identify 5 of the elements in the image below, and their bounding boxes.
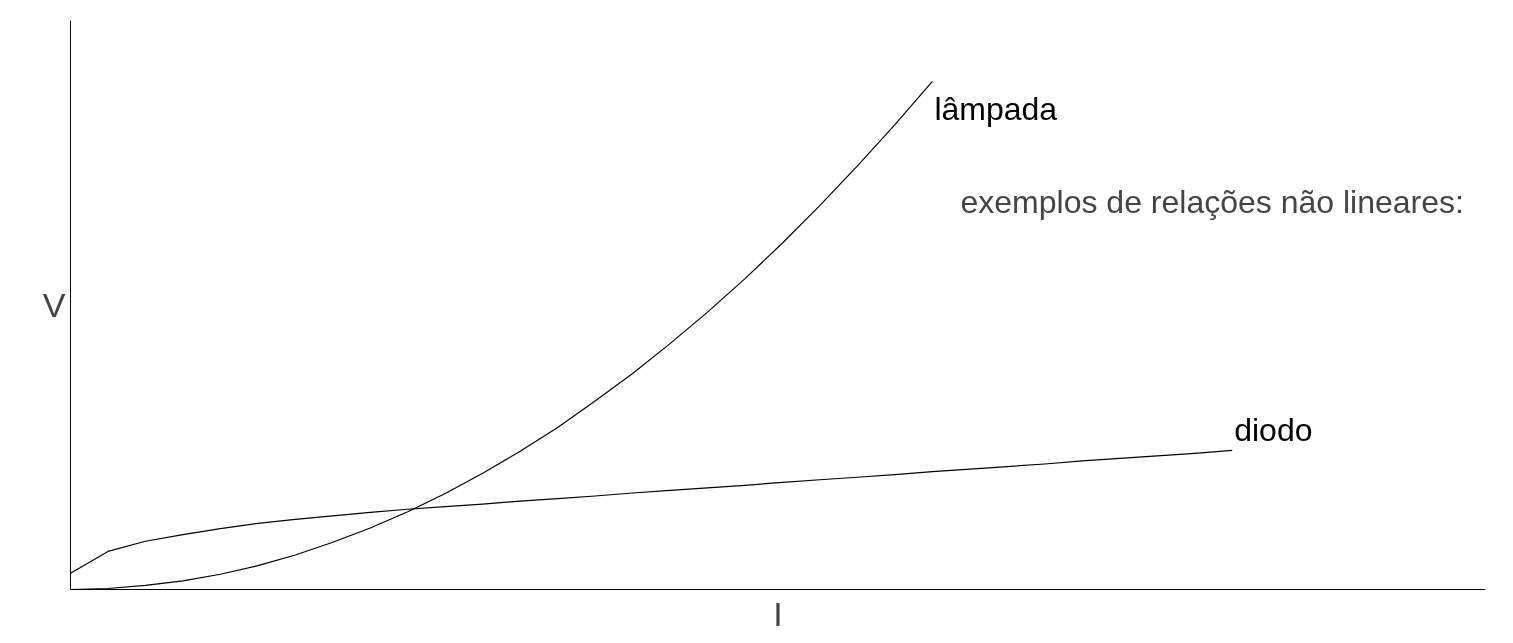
series-label: diodo [1234, 412, 1313, 449]
x-axis-title: I [773, 594, 783, 633]
y-axis-title: V [42, 286, 66, 324]
annotation: exemplos de relações não lineares: [960, 183, 1464, 220]
series-label: lâmpada [934, 91, 1058, 128]
